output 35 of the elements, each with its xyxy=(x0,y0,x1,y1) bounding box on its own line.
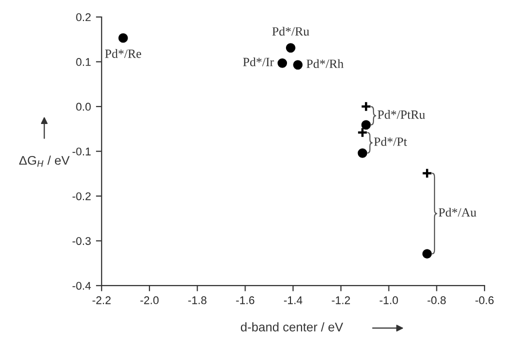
y-tick-label: -0.4 xyxy=(72,282,91,290)
x-tick-label: -1.0 xyxy=(380,296,398,304)
x-tick-label: -1.8 xyxy=(188,296,206,304)
point xyxy=(422,249,432,259)
point xyxy=(361,120,371,130)
annotation: Pd*/Rh xyxy=(306,59,344,68)
y-tick-label: 0.0 xyxy=(76,102,91,111)
y-tick-label: -0.3 xyxy=(72,237,91,245)
y-tick-label: 0.1 xyxy=(76,58,91,66)
y-tick-label: -0.1 xyxy=(72,148,91,156)
point xyxy=(293,60,303,70)
annotation: Pd*/Au xyxy=(438,208,476,217)
x-tick-label: -1.4 xyxy=(284,296,302,304)
point xyxy=(286,43,296,53)
x-tick-label: -2.0 xyxy=(140,296,159,304)
point xyxy=(118,33,128,43)
point xyxy=(358,148,368,158)
x-tick-label: -1.2 xyxy=(332,296,350,304)
x-axis-title: d-band center / eV xyxy=(240,322,344,332)
annotation: Pd*/Pt xyxy=(374,137,407,146)
y-axis-title: ΔG$_{H}$ / eV xyxy=(19,156,70,167)
annotation: Pd*/Re xyxy=(105,49,142,58)
x-tick-label: -1.6 xyxy=(236,296,254,304)
annotation: Pd*/PtRu xyxy=(378,110,426,119)
annotation: Pd*/Ir xyxy=(243,57,274,66)
point xyxy=(360,101,372,112)
point xyxy=(422,168,433,179)
annotation: Pd*/Ru xyxy=(272,26,310,36)
x-tick-label: -0.6 xyxy=(475,296,494,304)
x-tick-label: -2.2 xyxy=(92,296,111,304)
y-tick-label: -0.2 xyxy=(72,192,91,200)
point xyxy=(356,126,368,138)
x-tick-label: -0.8 xyxy=(428,296,446,304)
point xyxy=(278,58,288,68)
y-tick-label: 0.2 xyxy=(76,13,91,22)
